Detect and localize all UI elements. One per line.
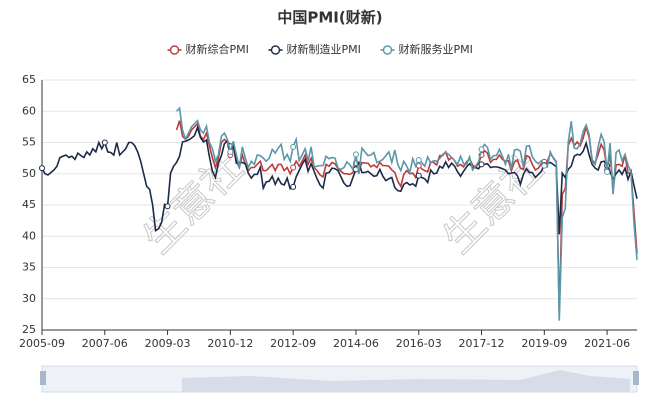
point-marker bbox=[290, 183, 297, 190]
series-line bbox=[175, 106, 638, 321]
point-marker bbox=[478, 161, 485, 168]
x-tick-label: 2010-12 bbox=[207, 337, 253, 350]
legend-symbol bbox=[169, 45, 180, 55]
legend-symbol bbox=[270, 45, 281, 55]
point-marker bbox=[164, 203, 171, 210]
slider-shadow bbox=[182, 370, 630, 392]
x-tick-label: 2014-06 bbox=[333, 337, 379, 350]
legend-label: 财新服务业PMI bbox=[399, 42, 473, 56]
x-tick-label: 2005-09 bbox=[19, 337, 65, 350]
point-marker bbox=[604, 168, 611, 175]
chart-title: 中国PMI(财新) bbox=[277, 9, 382, 27]
point-marker bbox=[39, 165, 45, 172]
y-tick-label: 60 bbox=[22, 104, 36, 117]
slider-handle[interactable] bbox=[633, 371, 639, 385]
y-tick-label: 35 bbox=[22, 261, 36, 274]
y-tick-label: 25 bbox=[22, 323, 36, 336]
point-marker bbox=[352, 151, 359, 158]
y-tick-label: 50 bbox=[22, 167, 36, 180]
x-tick-label: 2021-06 bbox=[584, 337, 630, 350]
x-tick-label: 2017-12 bbox=[459, 337, 505, 350]
y-tick-label: 55 bbox=[22, 136, 36, 149]
y-tick-label: 65 bbox=[22, 73, 36, 86]
legend-item[interactable]: 财新综合PMI bbox=[167, 42, 249, 56]
legend-label: 财新综合PMI bbox=[186, 42, 249, 56]
y-tick-label: 40 bbox=[22, 229, 36, 242]
y-tick-label: 45 bbox=[22, 198, 36, 211]
slider-handle[interactable] bbox=[40, 371, 46, 385]
x-tick-label: 2019-09 bbox=[521, 337, 567, 350]
point-marker bbox=[227, 148, 234, 155]
point-marker bbox=[101, 139, 108, 146]
legend-symbol bbox=[382, 45, 393, 55]
point-marker bbox=[415, 157, 422, 163]
x-tick-label: 2012-09 bbox=[270, 337, 316, 350]
y-tick-label: 30 bbox=[22, 292, 36, 305]
point-marker bbox=[478, 146, 485, 153]
x-tick-label: 2007-06 bbox=[82, 337, 128, 350]
point-marker bbox=[290, 164, 297, 171]
zoom-slider[interactable] bbox=[40, 365, 639, 393]
series-line bbox=[41, 124, 638, 235]
x-tick-label: 2009-03 bbox=[145, 337, 191, 350]
point-marker bbox=[541, 162, 548, 169]
x-tick-label: 2016-03 bbox=[396, 337, 442, 350]
point-marker bbox=[415, 172, 422, 179]
legend-item[interactable]: 财新服务业PMI bbox=[380, 42, 473, 56]
point-marker bbox=[290, 143, 297, 150]
legend-label: 财新制造业PMI bbox=[287, 42, 361, 56]
watermark: 生意社 bbox=[435, 145, 552, 262]
legend-item[interactable]: 财新制造业PMI bbox=[268, 42, 361, 56]
